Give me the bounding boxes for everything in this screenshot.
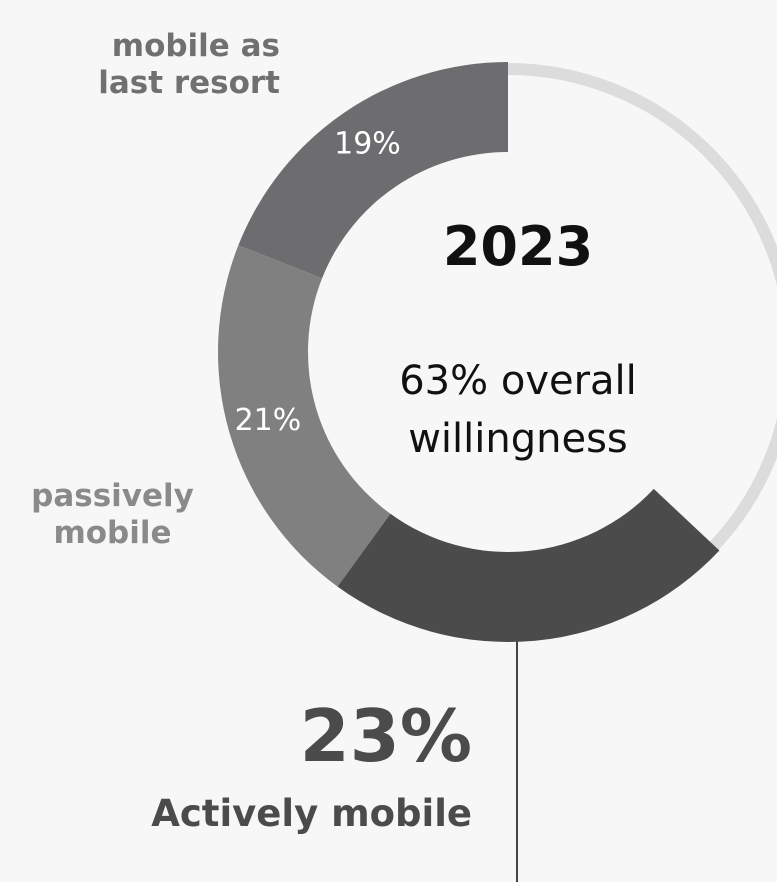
chart-subtitle: 63% overall willingness bbox=[399, 358, 637, 462]
category-label: passively mobile bbox=[31, 478, 194, 552]
donut-segment bbox=[238, 62, 509, 279]
donut-segment bbox=[337, 488, 720, 642]
value-label: 19% bbox=[334, 127, 401, 162]
callout-value: 23% bbox=[299, 694, 472, 778]
chart-title: 2023 bbox=[442, 215, 594, 278]
category-label: Actively mobile bbox=[151, 792, 472, 835]
category-label: mobile as last resort bbox=[98, 28, 280, 102]
donut-segment bbox=[218, 245, 391, 587]
value-label: 21% bbox=[235, 403, 302, 438]
